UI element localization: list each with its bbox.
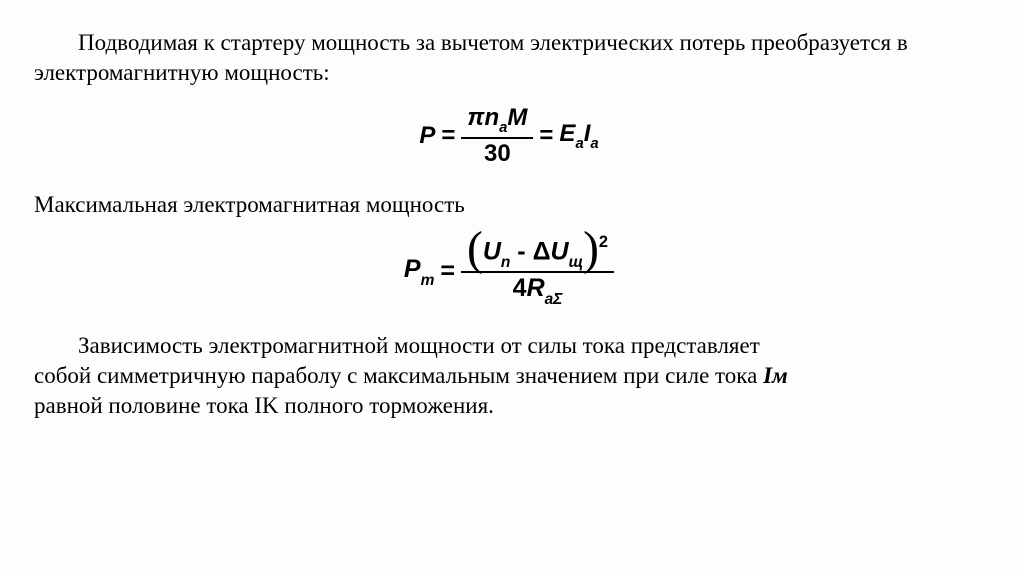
f1-n: n	[484, 104, 499, 131]
term-Im: Iм	[763, 363, 788, 388]
f2-denominator: 4RaΣ	[461, 273, 614, 306]
f1-fraction: πnaM 30	[461, 105, 533, 167]
formula-1: P = πnaM 30 = EaIa	[34, 105, 984, 167]
f1-n-sub: a	[499, 120, 507, 136]
f2-rparen: )	[583, 223, 599, 275]
f2-R: R	[527, 274, 545, 302]
f2-R-sub: aΣ	[545, 291, 563, 308]
f1-I-sub: a	[590, 136, 598, 152]
f1-eq1: =	[441, 120, 455, 152]
f2-lhs: Pm	[404, 253, 434, 289]
f2-fraction: (Un - ΔUщ)2 4RaΣ	[461, 237, 614, 307]
f1-E-sub: a	[575, 136, 583, 152]
f2-P: P	[404, 255, 421, 283]
f2-U1-sub: n	[501, 254, 510, 271]
f1-lhs: P	[419, 120, 435, 152]
f1-M: M	[507, 104, 527, 131]
formula-2-body: Pm = (Un - ΔUщ)2 4RaΣ	[404, 237, 614, 307]
f2-eq: =	[440, 255, 455, 288]
f1-E: E	[559, 120, 575, 147]
formula-2: Pm = (Un - ΔUщ)2 4RaΣ	[34, 237, 984, 307]
f2-delta: Δ	[533, 237, 551, 265]
page: Подводимая к стартеру мощность за вычето…	[0, 0, 1024, 576]
f2-minus: -	[510, 237, 532, 265]
paragraph-3b-prefix: собой симметричную параболу с максимальн…	[34, 363, 763, 388]
f2-four: 4	[513, 274, 527, 302]
f2-U2-sub: щ	[569, 254, 584, 271]
f2-numerator: (Un - ΔUщ)2	[461, 237, 614, 274]
f2-U1: U	[483, 237, 501, 265]
f1-pi: π	[467, 104, 484, 131]
paragraph-3c: равной половине тока IK полного торможен…	[34, 391, 984, 421]
f2-lparen: (	[467, 223, 483, 275]
paragraph-2: Максимальная электромагнитная мощность	[34, 190, 984, 220]
f2-U2: U	[551, 237, 569, 265]
paragraph-1: Подводимая к стартеру мощность за вычето…	[34, 28, 984, 89]
paragraph-3b: собой симметричную параболу с максимальн…	[34, 361, 984, 391]
f1-rhs: EaIa	[559, 118, 598, 153]
paragraph-3a: Зависимость электромагнитной мощности от…	[34, 331, 984, 361]
f1-denominator: 30	[461, 139, 533, 166]
f1-eq2: =	[539, 120, 553, 152]
formula-1-body: P = πnaM 30 = EaIa	[419, 105, 598, 167]
f2-sup: 2	[599, 233, 608, 251]
f1-numerator: πnaM	[461, 105, 533, 139]
f2-P-sub: m	[421, 272, 435, 289]
